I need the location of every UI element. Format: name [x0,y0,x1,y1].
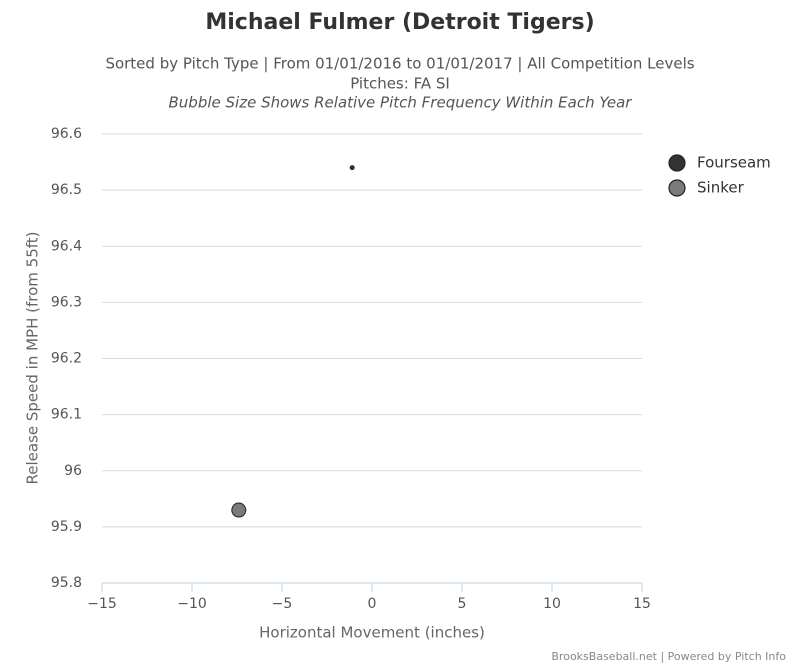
x-tick-label: −5 [272,596,293,612]
y-tick-label: 96.2 [51,351,82,367]
y-tick-label: 96.5 [51,182,82,198]
y-tick-label: 96.4 [51,238,82,254]
legend-label[interactable]: Fourseam [697,154,771,172]
y-tick-label: 96.1 [51,407,82,423]
x-tick-label: 5 [458,596,467,612]
y-tick-label: 96 [64,463,82,479]
x-tick-label: −10 [177,596,207,612]
y-tick-label: 95.9 [51,519,82,535]
x-axis-title: Horizontal Movement (inches) [259,624,485,642]
x-tick-label: 0 [368,596,377,612]
x-tick-label: −15 [87,596,117,612]
legend-label[interactable]: Sinker [697,179,745,197]
credits: BrooksBaseball.net | Powered by Pitch In… [551,650,786,663]
chart-title: Michael Fulmer (Detroit Tigers) [205,10,594,35]
y-tick-label: 95.8 [51,575,82,591]
bubble [231,502,247,518]
legend-marker [668,179,686,197]
x-tick-label: 10 [543,596,561,612]
subtitle: Sorted by Pitch Type | From 01/01/2016 t… [105,55,694,73]
x-tick-label: 15 [633,596,651,612]
subtitle: Bubble Size Shows Relative Pitch Frequen… [169,94,633,112]
legend-marker [668,154,686,172]
y-axis-title: Release Speed in MPH (from 55ft) [24,231,42,484]
bubble [349,165,355,171]
y-tick-label: 96.6 [51,126,82,142]
y-tick-label: 96.3 [51,294,82,310]
subtitle: Pitches: FA SI [350,75,450,93]
